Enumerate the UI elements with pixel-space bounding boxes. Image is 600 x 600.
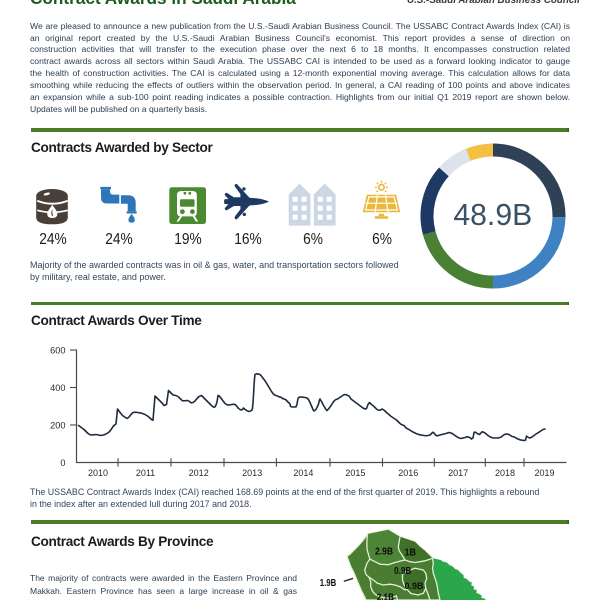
svg-text:400: 400 [50,383,65,393]
svg-text:2016: 2016 [398,468,418,478]
svg-text:0.9B: 0.9B [405,581,424,592]
svg-text:2.1B: 2.1B [377,592,395,600]
svg-text:200: 200 [50,420,65,430]
svg-text:2014: 2014 [293,468,313,478]
svg-text:2011: 2011 [136,468,155,478]
svg-text:2018: 2018 [495,468,515,478]
svg-text:1B: 1B [405,548,417,559]
svg-text:2017: 2017 [448,468,468,478]
svg-text:2019: 2019 [534,468,554,478]
svg-text:2.9B: 2.9B [375,547,393,558]
svg-text:0.9B: 0.9B [394,566,412,577]
svg-text:2013: 2013 [242,468,262,478]
svg-text:600: 600 [50,345,65,355]
svg-text:2012: 2012 [189,468,209,478]
svg-text:0: 0 [60,458,65,468]
svg-text:1.9B: 1.9B [320,578,337,589]
svg-text:2010: 2010 [88,468,108,478]
svg-text:2015: 2015 [345,468,365,478]
